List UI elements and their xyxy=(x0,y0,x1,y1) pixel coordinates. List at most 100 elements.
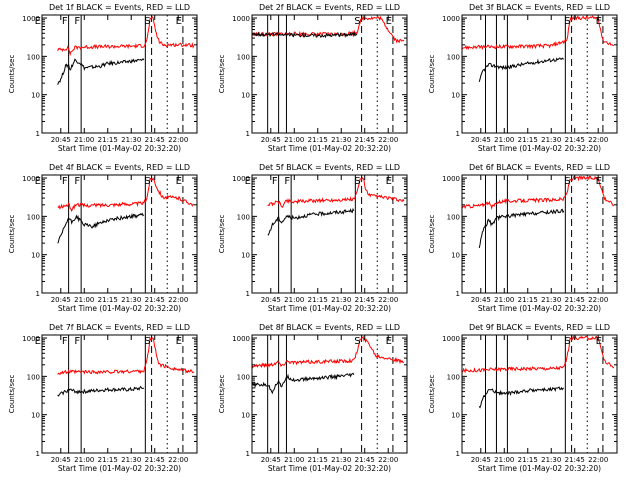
marker-label: E xyxy=(386,336,392,347)
x-tick-label: 21:15 xyxy=(98,136,118,144)
events-series-line xyxy=(57,385,145,397)
y-tick-label: 1 xyxy=(456,450,460,458)
lld-series-line xyxy=(462,335,615,374)
marker-label: S xyxy=(144,176,150,187)
marker-label: S xyxy=(354,336,360,347)
y-tick-label: 10 xyxy=(451,92,460,100)
lld-series-line xyxy=(57,336,195,376)
events-series-line xyxy=(252,31,358,39)
detector-panel-1: Det 1f BLACK = Events, RED = LLD E F F S E 1 10… xyxy=(8,3,198,153)
marker-label: E xyxy=(386,16,392,27)
x-tick-label: 21:00 xyxy=(494,296,514,304)
x-tick-label: 21:15 xyxy=(308,296,328,304)
x-tick-label: 21:15 xyxy=(308,456,328,464)
plot-area xyxy=(462,175,615,293)
detector-panel-3: Det 3f BLACK = Events, RED = LLD S E 1 10 100… xyxy=(428,3,618,153)
x-tick-label: 20:45 xyxy=(261,136,281,144)
x-tick-label: 21:30 xyxy=(121,136,141,144)
events-series-line xyxy=(478,386,565,409)
plot-area xyxy=(42,175,195,293)
marker-label: F xyxy=(74,16,80,27)
y-tick-label: 100 xyxy=(27,213,40,221)
x-tick-label: 21:30 xyxy=(541,296,561,304)
marker-label: E xyxy=(596,336,602,347)
marker-label: E xyxy=(386,176,392,187)
panel-title: Det 4f BLACK = Events, RED = LLD xyxy=(49,163,190,172)
marker-label: S xyxy=(564,16,570,27)
y-tick-label: 1 xyxy=(36,130,40,138)
detector-panel-4: Det 4f BLACK = Events, RED = LLD E F F S E 1 10… xyxy=(8,163,198,313)
x-axis-label: Start Time (01-May-02 20:32:20) xyxy=(478,144,601,153)
events-series-line xyxy=(57,212,145,244)
x-tick-label: 21:45 xyxy=(355,296,375,304)
plot-frame xyxy=(461,334,618,454)
marker-label: E xyxy=(176,176,182,187)
x-axis-label: Start Time (01-May-02 20:32:20) xyxy=(478,304,601,313)
y-tick-label: 10 xyxy=(31,92,40,100)
x-tick-label: 22:00 xyxy=(168,136,188,144)
y-tick-label: 100 xyxy=(237,373,250,381)
marker-label: S xyxy=(144,336,150,347)
y-tick-label: 1 xyxy=(246,290,250,298)
y-axis-label: Counts/sec xyxy=(8,55,16,94)
y-tick-label: 1000 xyxy=(22,175,40,183)
x-tick-label: 20:45 xyxy=(51,296,71,304)
y-tick-label: 1000 xyxy=(442,175,460,183)
panel-title: Det 5f BLACK = Events, RED = LLD xyxy=(259,163,400,172)
x-tick-label: 20:45 xyxy=(51,136,71,144)
marker-label: E xyxy=(596,176,602,187)
lld-series-line xyxy=(462,15,615,51)
marker-label: F xyxy=(74,336,80,347)
x-tick-label: 21:00 xyxy=(494,136,514,144)
x-tick-label: 21:30 xyxy=(121,456,141,464)
y-axis-label: Counts/sec xyxy=(218,375,226,414)
plot-area xyxy=(462,15,615,133)
y-tick-label: 10 xyxy=(241,412,250,420)
plot-area xyxy=(252,175,405,293)
plot-area xyxy=(252,335,404,453)
marker-label: E xyxy=(596,16,602,27)
y-tick-label: 100 xyxy=(237,53,250,61)
x-tick-label: 21:30 xyxy=(121,296,141,304)
marker-label: F xyxy=(284,176,290,187)
x-tick-label: 21:45 xyxy=(565,456,585,464)
marker-label: F xyxy=(62,336,68,347)
panel-title: Det 6f BLACK = Events, RED = LLD xyxy=(469,163,610,172)
y-tick-label: 100 xyxy=(447,213,460,221)
x-tick-label: 21:45 xyxy=(355,136,375,144)
plot-frame xyxy=(251,334,408,454)
y-axis-label: Counts/sec xyxy=(428,215,436,254)
x-tick-label: 22:00 xyxy=(378,296,398,304)
y-tick-label: 1 xyxy=(36,290,40,298)
x-tick-label: 21:15 xyxy=(518,456,538,464)
y-tick-label: 1000 xyxy=(442,335,460,343)
x-tick-label: 21:45 xyxy=(145,456,165,464)
x-tick-label: 21:45 xyxy=(565,296,585,304)
plot-frame xyxy=(41,334,198,454)
x-axis-label: Start Time (01-May-02 20:32:20) xyxy=(268,304,391,313)
x-tick-label: 20:45 xyxy=(471,136,491,144)
events-series-line xyxy=(252,372,355,395)
y-tick-label: 1000 xyxy=(232,15,250,23)
x-tick-label: 20:45 xyxy=(261,456,281,464)
y-axis-label: Counts/sec xyxy=(218,55,226,94)
x-tick-label: 21:15 xyxy=(308,136,328,144)
y-tick-label: 10 xyxy=(451,252,460,260)
y-tick-label: 100 xyxy=(27,53,40,61)
marker-label: S xyxy=(144,16,150,27)
x-tick-label: 21:15 xyxy=(518,136,538,144)
marker-label: E xyxy=(35,176,41,187)
marker-label: E xyxy=(176,16,182,27)
x-tick-label: 21:30 xyxy=(331,456,351,464)
y-tick-label: 100 xyxy=(447,373,460,381)
x-tick-label: 20:45 xyxy=(471,456,491,464)
plot-area xyxy=(462,335,615,453)
marker-label: F xyxy=(62,176,68,187)
plot-area xyxy=(252,15,405,133)
lld-series-line xyxy=(57,16,195,57)
y-tick-label: 1 xyxy=(36,450,40,458)
x-axis-label: Start Time (01-May-02 20:32:20) xyxy=(268,144,391,153)
x-tick-label: 21:15 xyxy=(98,296,118,304)
lld-series-line xyxy=(252,335,404,369)
